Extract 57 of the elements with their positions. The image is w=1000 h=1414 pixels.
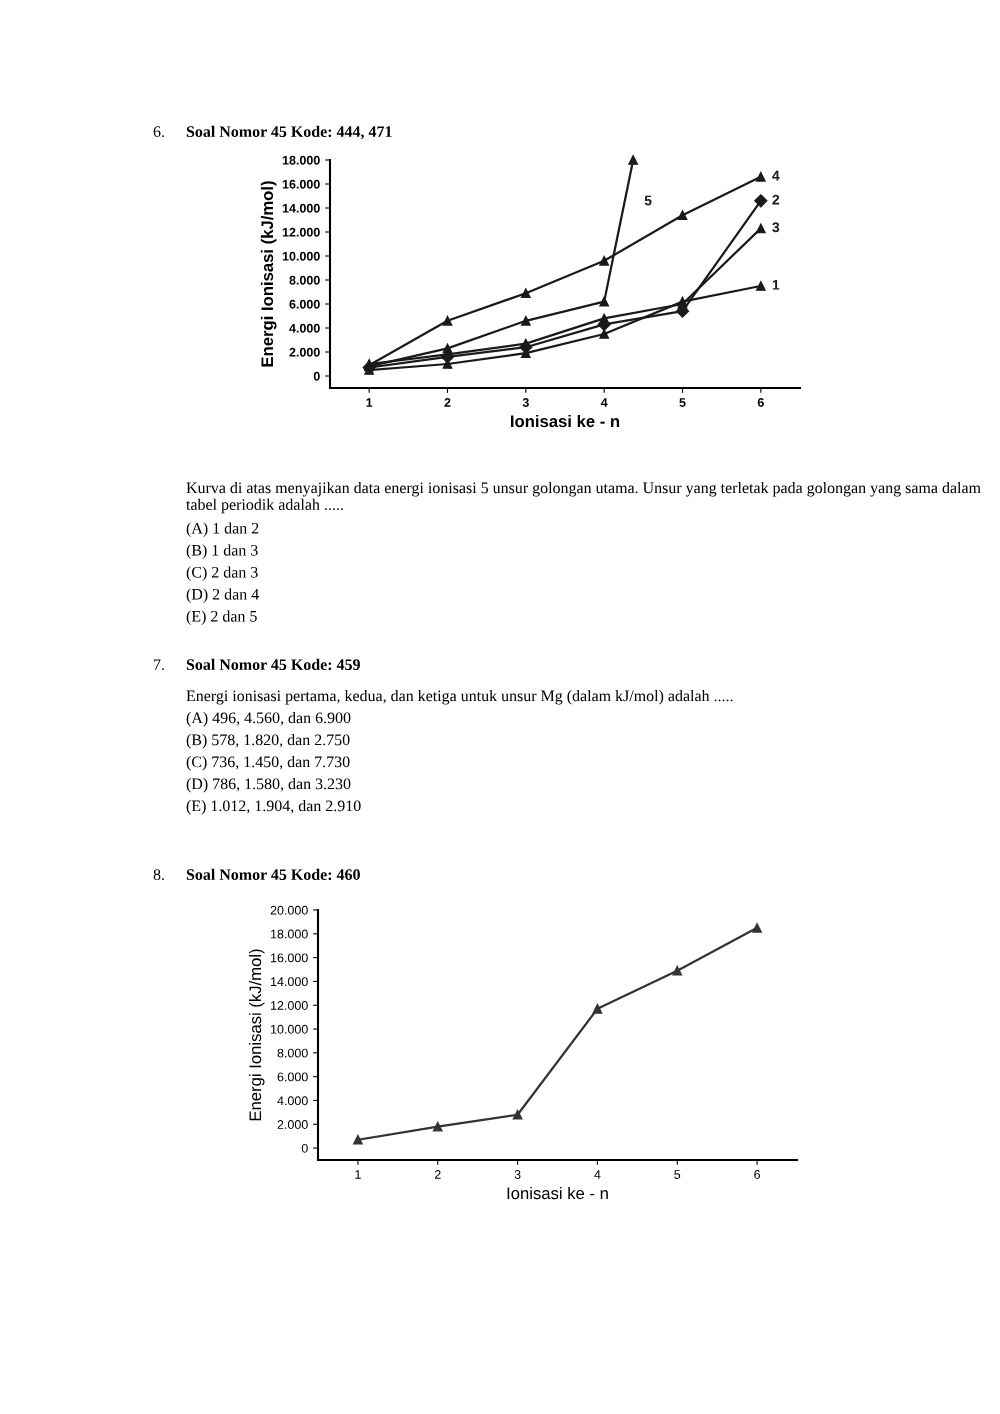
y-tick-label: 10.000 <box>271 1024 308 1034</box>
x-tick-label: 4 <box>594 1170 601 1179</box>
y-tick-label: 6.000 <box>277 1072 308 1082</box>
x-tick-label: 3 <box>522 398 529 407</box>
text: (A) 496, 4.560, dan 6.900 <box>186 712 351 727</box>
series-label: 3 <box>772 222 780 233</box>
text: Kurva di atas menyajikan data energi ionisasi 5 unsur golongan utama. Unsur yang terletak pada golongan yang sama dalam tabel periodik adalah ..... <box>186 482 981 514</box>
y-axis-title: Energi Ionisasi (kJ/mol) <box>260 181 277 367</box>
chart-title: 6. Soal Nomor 45 Kode: 444, 471 <box>153 125 392 140</box>
y-tick-label: 12.000 <box>282 227 320 237</box>
x-axis-title: Ionisasi ke - n <box>511 414 620 428</box>
y-axis-title: Energi Ionisasi (kJ/mol) <box>248 949 265 1121</box>
x-tick-label: 5 <box>674 1170 681 1179</box>
y-tick-label: 6.000 <box>289 299 320 309</box>
x-tick-label: 4 <box>600 398 608 407</box>
series-label: 5 <box>644 195 652 206</box>
y-tick-label: 12.000 <box>271 1001 308 1010</box>
text: (E) 1.012, 1.904, dan 2.910 <box>186 800 361 815</box>
x-tick-label: 6 <box>757 398 764 407</box>
x-tick-label: 5 <box>679 398 686 407</box>
chart-title: 7. Soal Nomor 45 Kode: 459 <box>154 658 360 671</box>
text: (D) 2 dan 4 <box>186 588 259 603</box>
y-tick-label: 2.000 <box>289 347 320 357</box>
text: Energi ionisasi pertama, kedua, dan ketiga untuk unsur Mg (dalam kJ/mol) adalah ..... <box>186 690 733 705</box>
y-tick-label: 10.000 <box>282 251 320 261</box>
text: (C) 2 dan 3 <box>186 566 258 581</box>
text: (E) 2 dan 5 <box>186 610 257 625</box>
y-tick-label: 8.000 <box>289 275 320 285</box>
x-tick-label: 3 <box>514 1170 521 1179</box>
x-tick-label: 1 <box>366 398 373 407</box>
y-tick-label: 4.000 <box>277 1096 308 1106</box>
series-label: 4 <box>772 170 780 181</box>
x-tick-label: 2 <box>434 1170 441 1179</box>
series-label: 2 <box>772 194 780 205</box>
x-tick-label: 1 <box>355 1170 361 1179</box>
x-tick-label: 2 <box>444 398 451 407</box>
x-tick-label: 6 <box>754 1170 761 1179</box>
text: (B) 1 dan 3 <box>186 544 258 559</box>
y-tick-label: 0 <box>313 371 320 381</box>
text: (C) 736, 1.450, dan 7.730 <box>186 756 350 771</box>
y-tick-label: 2.000 <box>277 1120 308 1129</box>
y-tick-label: 16.000 <box>282 179 320 189</box>
y-tick-label: 18.000 <box>282 155 320 165</box>
text: (B) 578, 1.820, dan 2.750 <box>186 734 350 749</box>
y-tick-label: 14.000 <box>282 203 320 213</box>
y-tick-label: 14.000 <box>271 977 308 987</box>
y-tick-label: 4.000 <box>289 323 320 333</box>
chart-title: 8. Soal Nomor 45 Kode: 460 <box>153 868 360 881</box>
series-label: 1 <box>772 280 780 290</box>
y-tick-label: 16.000 <box>271 953 308 963</box>
y-tick-label: 20.000 <box>270 905 308 915</box>
text: (A) 1 dan 2 <box>186 522 259 537</box>
y-tick-label: 18.000 <box>271 929 308 939</box>
text: (D) 786, 1.580, dan 3.230 <box>186 778 351 793</box>
y-tick-label: 8.000 <box>277 1048 308 1058</box>
y-tick-label: 0 <box>301 1143 308 1153</box>
x-axis-title: Ionisasi ke - n <box>507 1186 608 1200</box>
